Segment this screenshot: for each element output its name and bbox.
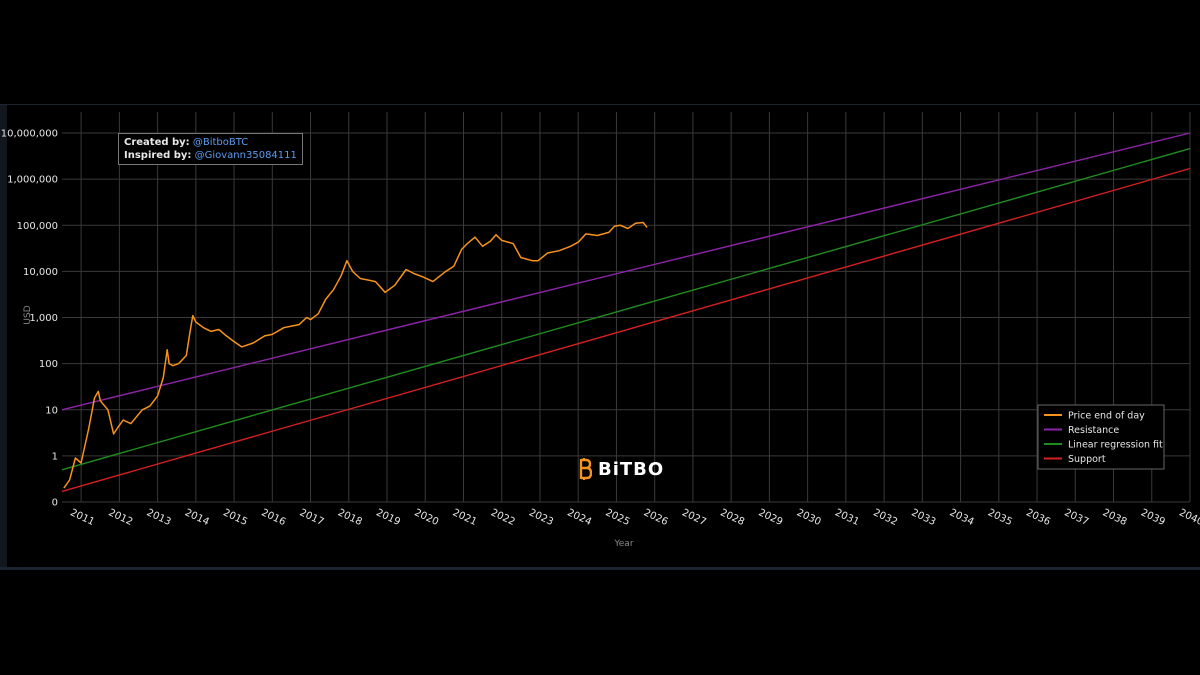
inspired-by-label: Inspired by:	[124, 150, 192, 161]
x-tick-label: 2014	[183, 507, 211, 528]
x-tick-label: 2023	[527, 507, 555, 528]
x-tick-label: 2026	[642, 507, 670, 528]
x-axis-ticks: 2011 2012 2013 2014 2015 2016 2017 2018 2019 2020…	[68, 507, 1200, 528]
y-tick-label: 10	[45, 405, 58, 416]
x-tick-label: 2022	[489, 507, 517, 528]
support-line	[61, 167, 1191, 493]
y-tick-label: 100	[39, 359, 58, 370]
x-tick-label: 2020	[412, 507, 440, 528]
linear-regression-fit-line	[61, 147, 1191, 471]
x-tick-label: 2034	[948, 507, 976, 528]
bitbo-wordmark: BiTBO	[598, 458, 665, 480]
x-tick-label: 2015	[221, 507, 249, 528]
y-axis-title: USD	[23, 305, 33, 324]
x-tick-label: 2038	[1101, 507, 1129, 528]
x-gridlines	[80, 112, 1191, 502]
x-tick-label: 2021	[451, 507, 479, 528]
x-tick-label: 2039	[1139, 507, 1167, 528]
x-tick-label: 2016	[260, 507, 288, 528]
created-by-line: Created by: @BitboBTC	[124, 136, 297, 149]
x-tick-label: 2017	[298, 507, 326, 528]
y-tick-label: 10,000,000	[1, 129, 58, 140]
x-tick-label: 2035	[986, 507, 1014, 528]
x-tick-label: 2036	[1024, 507, 1052, 528]
y-tick-label: 1	[52, 451, 58, 462]
bitbo-b-logo-icon	[579, 458, 592, 480]
y-tick-label: 100,000	[17, 221, 58, 232]
series-lines	[61, 132, 1191, 493]
legend-entry: Linear regression fit	[1068, 440, 1163, 451]
y-axis-ticks: 0 1 10 100 1,000 10,000 100,000 1,000,000 10,000…	[1, 129, 58, 509]
x-axis-title: Year	[613, 539, 633, 549]
x-tick-label: 2032	[871, 507, 899, 528]
x-tick-label: 2018	[336, 507, 364, 528]
x-tick-label: 2037	[1062, 507, 1090, 528]
x-tick-label: 2028	[718, 507, 746, 528]
y-tick-label: 1,000	[29, 313, 58, 324]
x-tick-label: 2040	[1177, 507, 1200, 528]
x-tick-label: 2027	[680, 507, 708, 528]
x-tick-label: 2025	[604, 507, 632, 528]
resistance-line	[61, 132, 1191, 411]
x-tick-label: 2019	[374, 507, 402, 528]
x-tick-label: 2033	[910, 507, 938, 528]
x-tick-label: 2011	[68, 507, 96, 528]
legend-entry: Resistance	[1068, 425, 1119, 436]
y-tick-label: 0	[52, 498, 58, 509]
credits-box: Created by: @BitboBTC Inspired by: @Giov…	[118, 133, 303, 165]
y-tick-label: 1,000,000	[7, 175, 58, 186]
inspired-by-handle[interactable]: @Giovann35084111	[194, 150, 297, 161]
x-tick-label: 2029	[757, 507, 785, 528]
x-tick-label: 2024	[565, 507, 593, 528]
price-end-of-day-line	[63, 221, 648, 489]
x-tick-label: 2012	[107, 507, 135, 528]
created-by-handle[interactable]: @BitboBTC	[192, 137, 249, 148]
inspired-by-line: Inspired by: @Giovann35084111	[124, 149, 297, 162]
x-tick-label: 2013	[145, 507, 173, 528]
legend-entry: Price end of day	[1068, 411, 1145, 422]
y-gridlines	[62, 132, 1190, 503]
x-tick-label: 2030	[795, 507, 823, 528]
bitbo-logo: BiTBO	[578, 458, 664, 480]
y-tick-label: 10,000	[23, 267, 58, 278]
legend-entry: Support	[1068, 454, 1106, 465]
chart-legend: Price end of day Resistance Linear regress…	[1037, 404, 1165, 470]
created-by-label: Created by:	[124, 137, 190, 148]
x-tick-label: 2031	[833, 507, 861, 528]
